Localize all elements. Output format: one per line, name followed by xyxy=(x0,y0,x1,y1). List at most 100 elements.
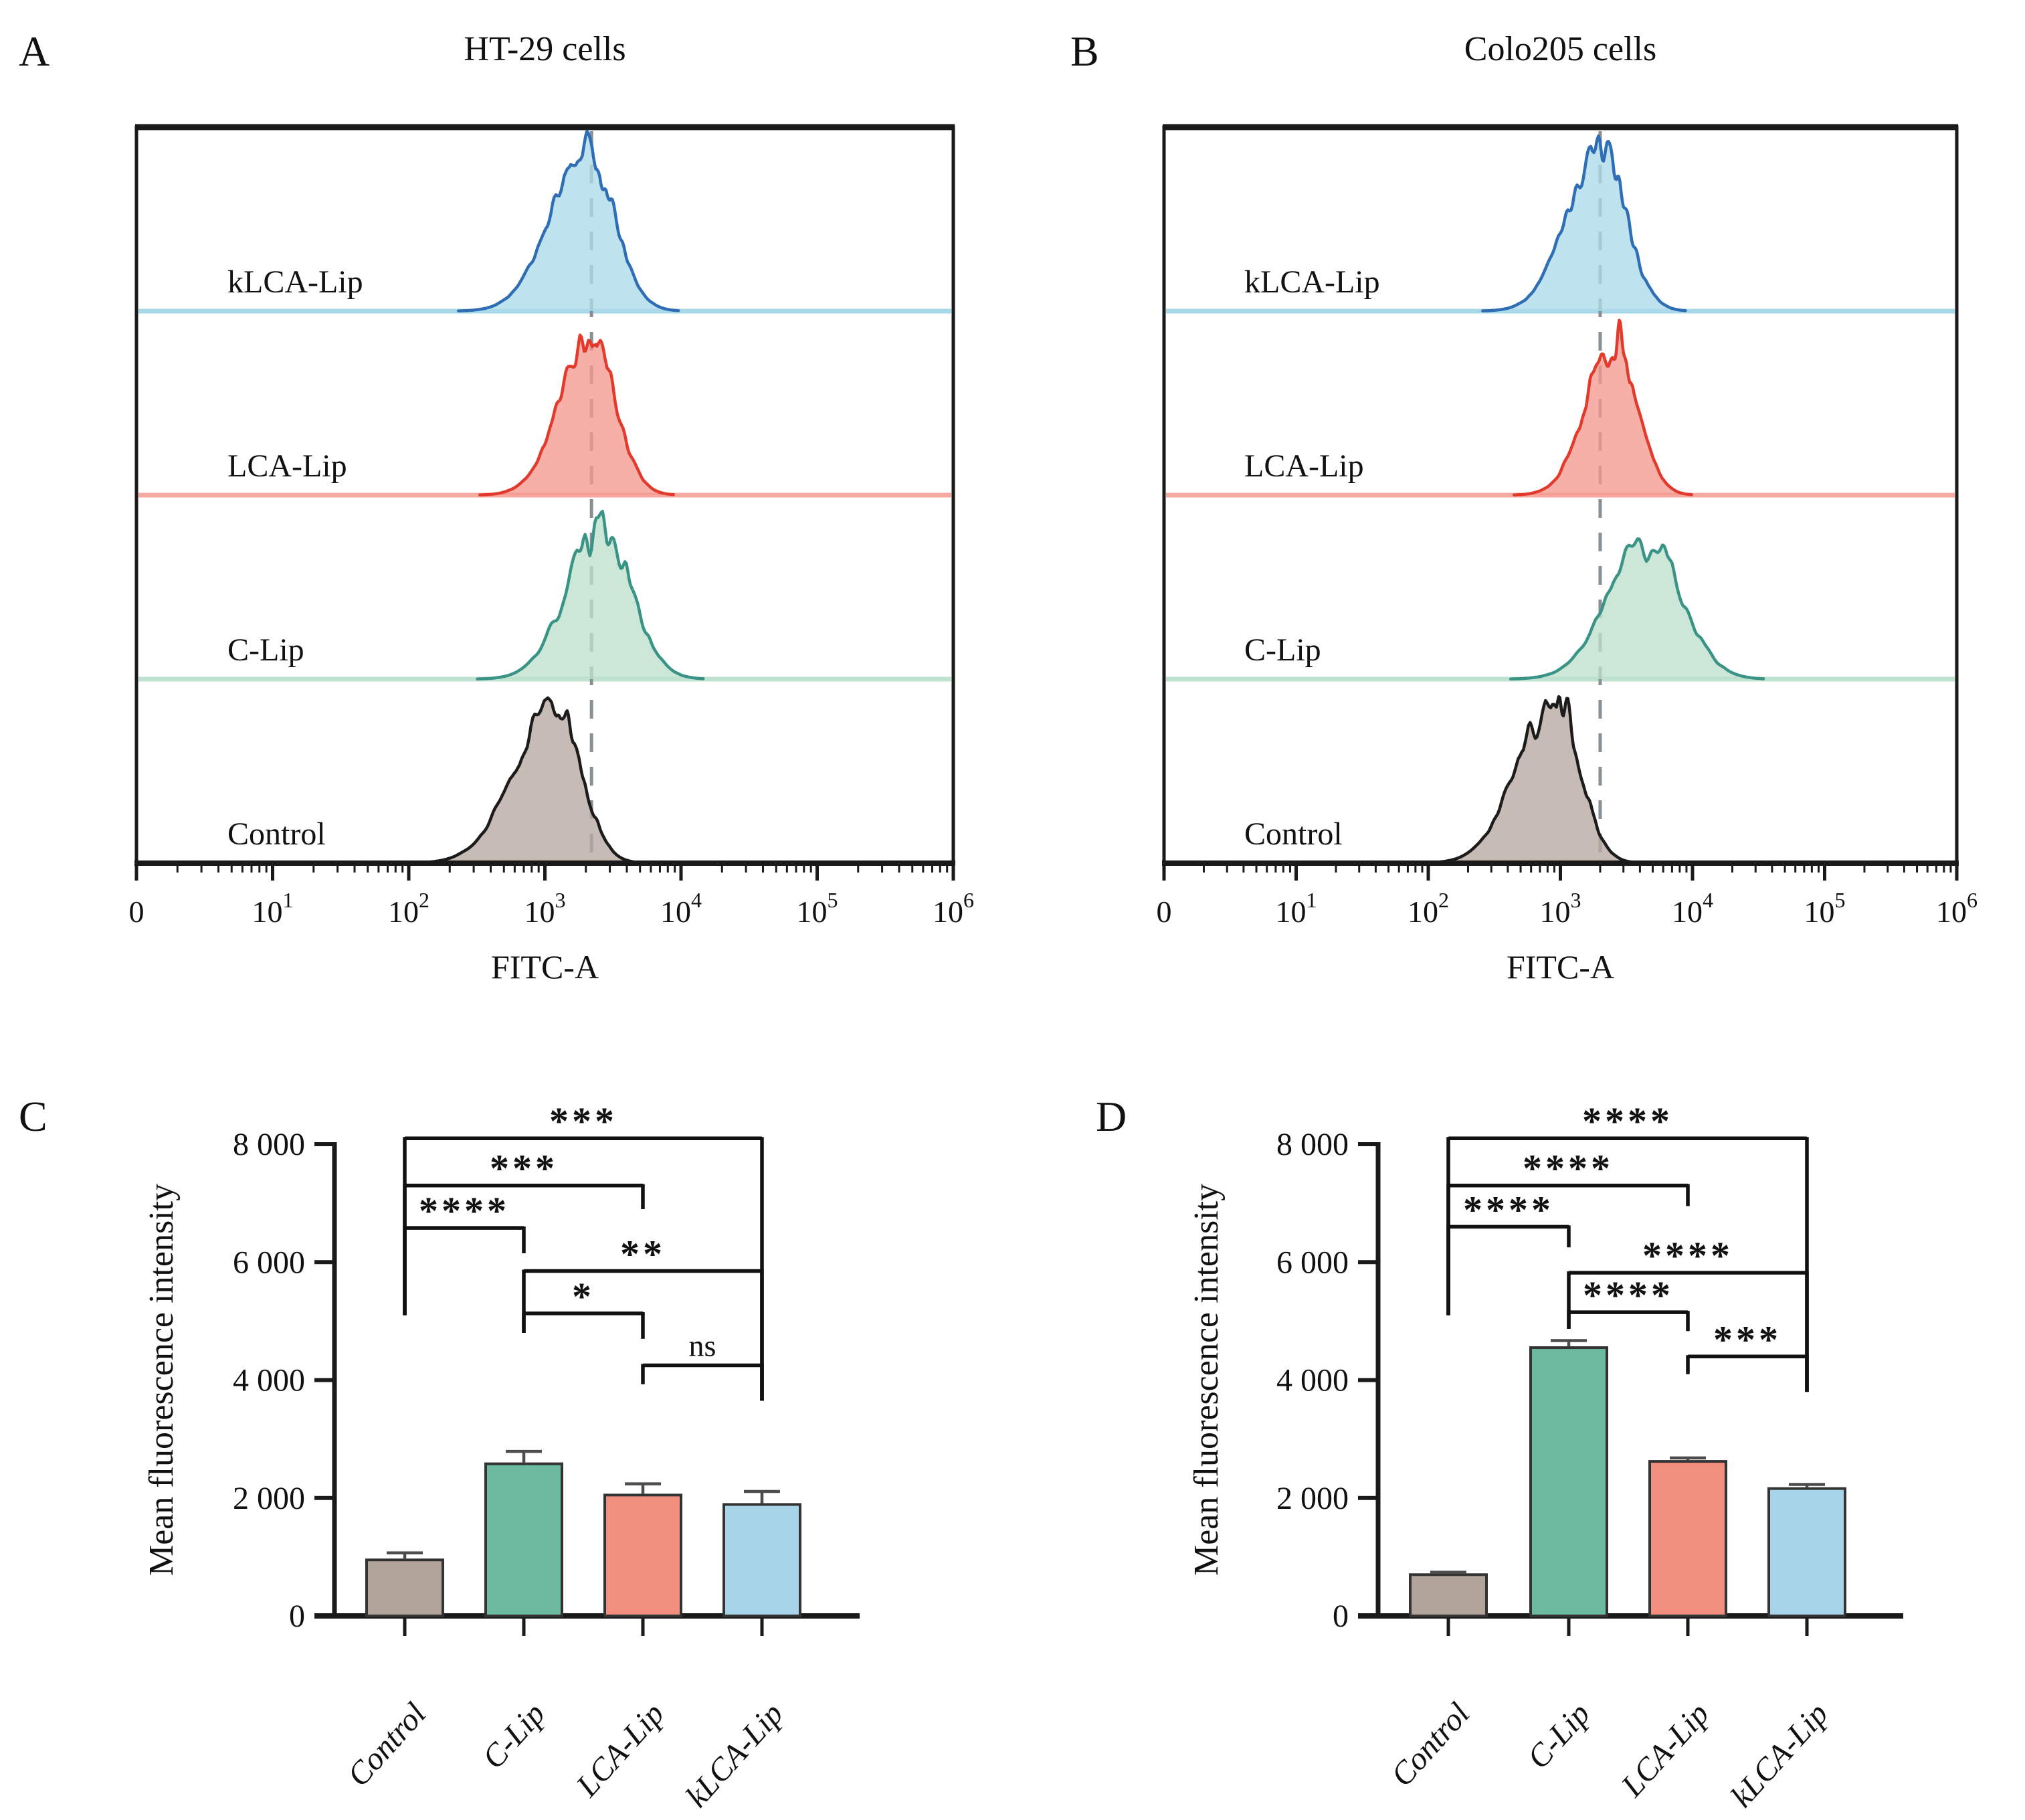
significance-bracket-control-vs-c-lip: **** xyxy=(1446,1188,1571,1315)
row-label-c-lip: C-Lip xyxy=(227,632,304,668)
x-axis-ticks xyxy=(1162,863,1959,881)
histogram-area-klca-lip xyxy=(458,131,679,311)
significance-label: ** xyxy=(620,1232,666,1275)
significance-bracket-control-vs-klca-lip: **** xyxy=(1446,1099,1809,1392)
panel-b: B Colo205 cells kLCA-Lip LCA-Lip C-Lip Contro… xyxy=(1070,27,1978,986)
significance-label: **** xyxy=(1583,1273,1674,1317)
panel-title: Colo205 cells xyxy=(1464,30,1656,68)
significance-label: **** xyxy=(419,1189,510,1233)
bar-lca-lip xyxy=(603,1493,682,1617)
significance-label: **** xyxy=(1582,1099,1673,1143)
y-tick-label: 8 000 xyxy=(1276,1127,1349,1162)
row-label-lca-lip: LCA-Lip xyxy=(1244,448,1364,484)
y-tick-label: 2 000 xyxy=(233,1481,305,1516)
y-tick-label: 2 000 xyxy=(1276,1481,1349,1516)
y-axis-title: Mean fluorescence intensity xyxy=(1187,1184,1226,1576)
row-label-klca-lip: kLCA-Lip xyxy=(1244,264,1380,300)
significance-label: *** xyxy=(549,1099,617,1143)
significance-label: *** xyxy=(490,1147,558,1190)
histogram-area-lca-lip xyxy=(1514,320,1692,495)
row-label-c-lip: C-Lip xyxy=(1244,632,1321,668)
histogram-curve-c-lip xyxy=(476,509,705,680)
histogram-curve-c-lip xyxy=(1509,537,1765,680)
row-label-control: Control xyxy=(1244,816,1343,852)
x-category-label-lca-lip: LCA-Lip xyxy=(1614,1696,1717,1804)
y-tick-label: 0 xyxy=(1333,1599,1349,1634)
significance-bracket-lca-lip-vs-klca-lip: ns xyxy=(641,1328,764,1401)
x-category-label-klca-lip: kLCA-Lip xyxy=(1724,1696,1835,1814)
x-tick-label: 103 xyxy=(524,888,566,929)
row-label-klca-lip: kLCA-Lip xyxy=(227,264,363,300)
significance-label: **** xyxy=(1642,1234,1733,1277)
y-tick-label: 4 000 xyxy=(1276,1363,1349,1398)
panel-letter-c: C xyxy=(19,1093,47,1140)
row-label-control: Control xyxy=(227,816,326,852)
panel-a: A HT-29 cells kLCA-Lip LCA-Lip C-Lip Control 0… xyxy=(19,27,974,986)
x-tick-label: 106 xyxy=(1936,888,1978,929)
histogram-area-klca-lip xyxy=(1482,136,1686,311)
y-tick-label: 6 000 xyxy=(1276,1245,1349,1280)
bar-c-lip xyxy=(1529,1346,1608,1617)
y-tick-label: 4 000 xyxy=(233,1363,305,1398)
panel-title: HT-29 cells xyxy=(464,30,625,68)
x-tick-label: 0 xyxy=(1157,895,1172,929)
bar-lca-lip xyxy=(1648,1460,1727,1618)
x-tick-label: 105 xyxy=(1804,888,1846,929)
significance-bracket-c-lip-vs-lca-lip: **** xyxy=(1567,1273,1690,1332)
y-axis-title: Mean fluorescence intensity xyxy=(142,1184,181,1576)
x-tick-label: 105 xyxy=(797,888,838,929)
significance-label: * xyxy=(572,1275,595,1318)
x-category-label-c-lip: C-Lip xyxy=(1521,1696,1597,1776)
x-tick-label: 0 xyxy=(129,895,144,929)
histogram-curve-control xyxy=(1420,695,1639,864)
significance-label: *** xyxy=(1713,1317,1781,1361)
bar-c-lip xyxy=(484,1462,563,1617)
panel-letter-d: D xyxy=(1096,1093,1127,1140)
bar-klca-lip xyxy=(722,1503,801,1618)
y-tick-label: 8 000 xyxy=(233,1127,305,1162)
x-category-label-control: Control xyxy=(341,1696,433,1793)
x-category-label-c-lip: C-Lip xyxy=(476,1696,552,1776)
significance-label: **** xyxy=(1523,1147,1614,1190)
significance-label: ns xyxy=(689,1328,716,1362)
panel-letter-a: A xyxy=(19,27,50,75)
x-category-label-klca-lip: kLCA-Lip xyxy=(679,1696,790,1814)
x-axis-title: FITC-A xyxy=(491,948,599,986)
significance-bracket-control-vs-c-lip: **** xyxy=(403,1189,526,1315)
histogram-area-lca-lip xyxy=(480,335,674,495)
significance-bracket-lca-lip-vs-klca-lip: *** xyxy=(1686,1317,1809,1392)
histogram-area-c-lip xyxy=(1511,539,1764,679)
y-tick-label: 6 000 xyxy=(233,1245,305,1280)
x-tick-label: 104 xyxy=(1672,888,1713,929)
x-tick-label: 102 xyxy=(388,888,429,929)
x-tick-label: 101 xyxy=(252,888,294,929)
histogram-curve-klca-lip xyxy=(457,129,680,312)
row-label-lca-lip: LCA-Lip xyxy=(227,448,347,484)
panel-c: C 0 2 000 4 000 6 000 8 000 Mean fluorescence … xyxy=(19,1093,860,1814)
histogram-curve-lca-lip xyxy=(478,333,675,496)
x-tick-label: 101 xyxy=(1276,888,1317,929)
significance-label: **** xyxy=(1463,1188,1554,1231)
x-tick-label: 106 xyxy=(933,888,974,929)
x-tick-label: 102 xyxy=(1408,888,1449,929)
significance-bracket-c-lip-vs-klca-lip: ** xyxy=(522,1232,764,1401)
histogram-area-control xyxy=(1422,697,1638,863)
x-tick-label: 104 xyxy=(660,888,702,929)
histogram-curve-lca-lip xyxy=(1513,318,1693,496)
panel-letter-b: B xyxy=(1070,27,1099,75)
bar-control xyxy=(365,1558,444,1617)
histogram-curve-control xyxy=(409,696,643,864)
histogram-area-c-lip xyxy=(477,511,704,679)
bar-control xyxy=(1409,1573,1488,1617)
bar-klca-lip xyxy=(1767,1487,1846,1617)
histogram-area-control xyxy=(410,698,642,863)
x-tick-label: 103 xyxy=(1540,888,1581,929)
significance-bracket-c-lip-vs-lca-lip: * xyxy=(522,1275,645,1339)
x-axis-ticks xyxy=(134,863,955,881)
x-axis-title: FITC-A xyxy=(1507,948,1614,986)
panel-d: D 0 2 000 4 000 6 000 8 000 Mean fluorescence … xyxy=(1096,1093,1903,1814)
x-category-label-control: Control xyxy=(1384,1696,1476,1793)
x-category-label-lca-lip: LCA-Lip xyxy=(569,1696,672,1804)
